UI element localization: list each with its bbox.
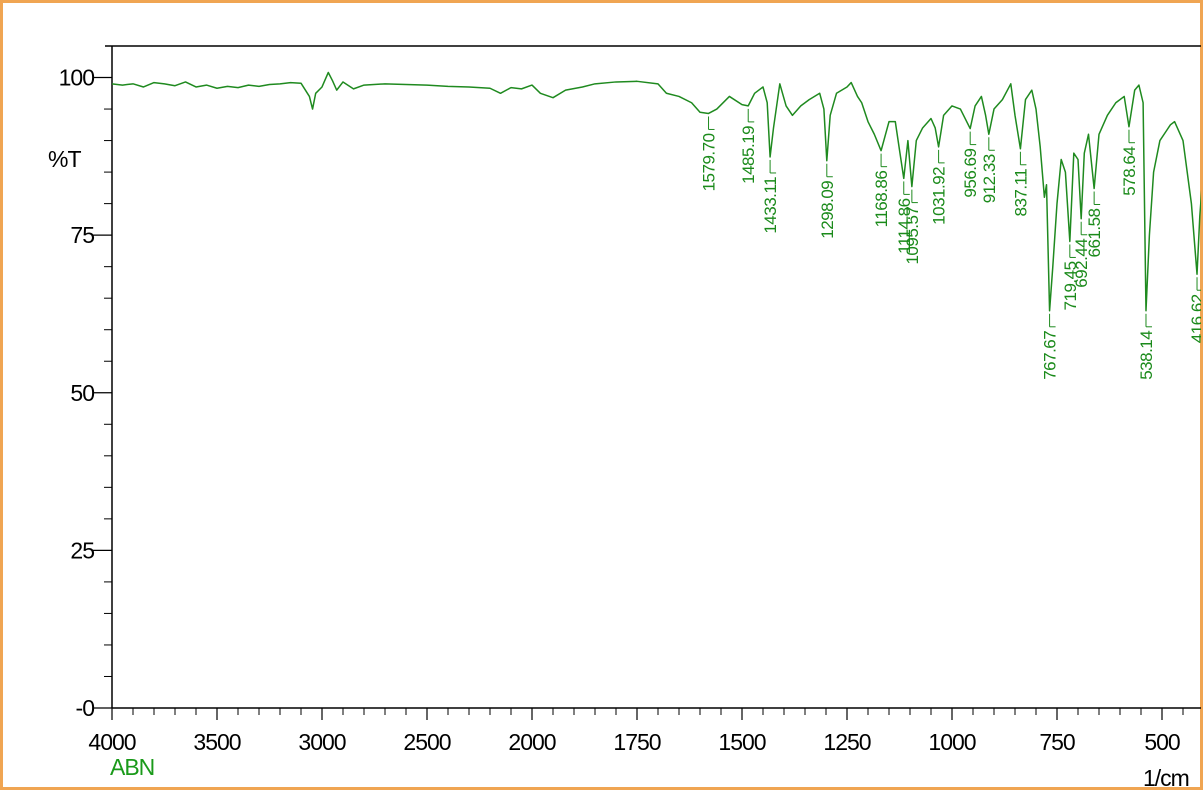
x-tick-label: 2500: [403, 729, 450, 755]
y-tick-label: 25: [70, 537, 94, 563]
peak-label: 661.58: [1085, 208, 1104, 257]
y-tick-label: 50: [70, 380, 94, 406]
peak-label: 1579.70: [700, 133, 719, 191]
peak-label: 692.44: [1072, 239, 1091, 288]
peak-label: 1114.86: [895, 198, 914, 253]
x-tick-label: 3000: [298, 729, 345, 755]
spectrum-line: [111, 71, 1201, 312]
x-tick-label: 1500: [718, 729, 765, 755]
peak-label: 912.33: [980, 154, 999, 203]
x-tick-label: 2000: [508, 729, 555, 755]
peak-label: 1485.19: [739, 126, 758, 184]
x-tick-label: 4000: [88, 729, 135, 755]
peak-label: 837.11: [1011, 169, 1030, 217]
peak-label: 767.67: [1041, 331, 1060, 380]
y-tick-label: -0: [76, 695, 95, 721]
peak-label: 956.69: [961, 149, 980, 198]
x-axis-label: 1/cm: [1143, 765, 1189, 790]
sample-name: ABN: [110, 754, 154, 780]
peak-label: 538.14: [1137, 331, 1156, 380]
x-tick-label: 1750: [613, 729, 660, 755]
peak-label: 1433.11: [761, 177, 780, 234]
x-tick-label: 1250: [823, 729, 870, 755]
peak-label: 1031.92: [930, 167, 949, 225]
peak-label: 1298.09: [818, 181, 837, 239]
x-tick-label: 3500: [193, 729, 240, 755]
x-tick-label: 500: [1144, 729, 1180, 755]
x-tick-label: 750: [1039, 729, 1075, 755]
plot-area: %T ABN 1/cm -0 25 50 75 100 4000 3500 3000 2500 2…: [48, 45, 1203, 790]
y-axis-label: %T: [48, 146, 81, 172]
y-tick-label: 100: [59, 65, 95, 91]
peak-label: 1095.57: [903, 207, 922, 265]
peak-label: 719.45: [1061, 261, 1080, 310]
x-tick-label: 1000: [928, 729, 975, 755]
peak-label: 578.64: [1120, 147, 1139, 196]
y-tick-label: 75: [70, 222, 94, 248]
peak-label: 416.62: [1188, 294, 1203, 343]
peak-label: 1168.86: [872, 171, 891, 228]
